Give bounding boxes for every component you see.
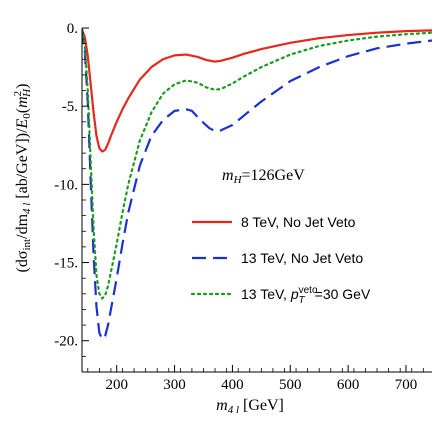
legend-veto-sub: T [299, 295, 306, 306]
y-label-sub2: 4 l [21, 203, 33, 214]
x-axis-title: m4 l [GeV] [216, 397, 284, 416]
series-line-0 [82, 29, 432, 153]
series-line-1 [82, 29, 432, 341]
y-label-mid: /dm [14, 213, 31, 238]
y-axis-title: (dσint/dm4 l [ab/GeV])/E0(m2H) [12, 84, 33, 273]
x-tick-label-200: 200 [105, 377, 128, 393]
x-tick-label-500: 500 [279, 377, 302, 393]
mass-annotation: mH=126GeV [222, 167, 305, 186]
y-tick-label-2: -10. [54, 177, 78, 193]
x-tick-label-600: 600 [337, 377, 360, 393]
series-line-2 [82, 28, 432, 300]
y-label-mid2: [ab/GeV])/ [14, 128, 31, 203]
legend-veto-prefix: 13 TeV, [241, 286, 291, 302]
annotation-sub: H [233, 174, 243, 186]
legend-label-13tev-veto: 13 TeV, pveto T =30 GeV [241, 285, 371, 306]
axes: 200 300 400 500 600 700 0. -5. -10. -15. -20. [54, 21, 432, 393]
x-label-unit: [GeV] [239, 397, 284, 414]
legend-label-8tev: 8 TeV, No Jet Veto [241, 214, 356, 230]
x-label-main: m [216, 397, 228, 414]
y-label-close: ) [14, 84, 31, 89]
x-tick-label-700: 700 [395, 377, 418, 393]
legend-label-13tev: 13 TeV, No Jet Veto [241, 250, 363, 266]
y-tick-label-0: 0. [67, 21, 78, 37]
y-tick-label-3: -15. [54, 256, 78, 272]
y-tick-label-1: -5. [62, 99, 78, 115]
y-label-sub1: int [21, 239, 33, 251]
legend-veto-p: p [290, 286, 299, 302]
legend-veto-suffix: =30 GeV [315, 286, 371, 302]
y-label-msup: 2 [12, 91, 24, 97]
y-label-m: m [14, 96, 31, 108]
x-tick-label-400: 400 [221, 377, 244, 393]
annotation-m: m [222, 167, 234, 184]
y-label-msub: H [21, 88, 33, 98]
y-label-e: E [14, 118, 31, 129]
legend: 8 TeV, No Jet Veto 13 TeV, No Jet Veto 1… [190, 214, 371, 306]
y-label-esub: 0 [21, 113, 33, 119]
y-label-open: (dσ [14, 250, 31, 272]
x-tick-label-300: 300 [163, 377, 186, 393]
y-label-paren: ( [14, 108, 31, 113]
y-tick-label-4: -20. [54, 334, 78, 350]
legend-veto-sup: veto [299, 285, 318, 296]
x-label-sub: 4 l [228, 404, 239, 416]
annotation-rest: =126GeV [242, 167, 306, 184]
